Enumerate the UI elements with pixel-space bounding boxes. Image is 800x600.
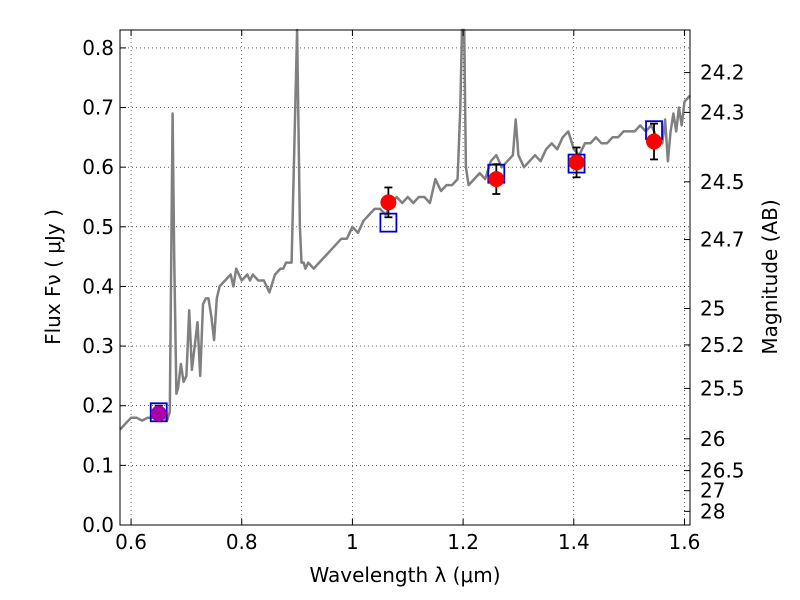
mag-tick-label: 27 [700,479,725,503]
mag-tick-label: 24.7 [700,228,745,252]
y-tick-label: 0.4 [82,274,114,298]
model-spectrum-layer [119,28,691,431]
x-tick-label: 1.6 [669,530,701,554]
data-points-layer [149,120,663,423]
y-tick-label: 0.0 [82,513,114,537]
x-tick-label: 1.2 [447,530,479,554]
mag-tick-label: 25.2 [700,333,745,357]
x-tick-label: 1 [346,530,359,554]
y-tick-label: 0.3 [82,334,114,358]
y-tick-label: 0.7 [82,96,114,120]
observed-flux-point [488,171,505,188]
model-spectrum-line [119,28,691,431]
axis-ticks: 0.6 0.8 1 1.2 1.4 1.6 0.0 0.1 0.2 0.3 0.4 0.5 0.6 0.7… [82,30,745,554]
y-tick-label: 0.5 [82,215,114,239]
y-tick-label: 0.2 [82,394,114,418]
x-tick-label: 0.8 [226,530,258,554]
right-axis-title: Magnitude (AB) [758,199,782,354]
observed-flux-point [568,154,585,171]
mag-tick-label: 24.5 [700,170,745,194]
mag-tick-label: 24.3 [700,100,745,124]
mag-tick-label: 25 [700,296,725,320]
x-axis-title: Wavelength λ (μm) [309,563,500,587]
mag-tick-label: 28 [700,499,725,523]
observed-flux-point [150,405,167,422]
y-tick-label: 0.1 [82,453,114,477]
observed-flux-point [380,194,397,211]
observed-flux-point [646,133,663,150]
y-axis-title: Flux Fν ( μJy ) [41,209,65,345]
mag-tick-label: 26.5 [700,459,745,483]
y-tick-label: 0.6 [82,155,114,179]
x-tick-label: 1.4 [558,530,590,554]
mag-tick-label: 26 [700,427,725,451]
x-tick-label: 0.6 [115,530,147,554]
mag-tick-label: 25.5 [700,376,745,400]
mag-tick-label: 24.2 [700,61,745,85]
plot-frame [119,29,691,526]
y-tick-label: 0.8 [82,36,114,60]
plot-background [120,30,690,525]
